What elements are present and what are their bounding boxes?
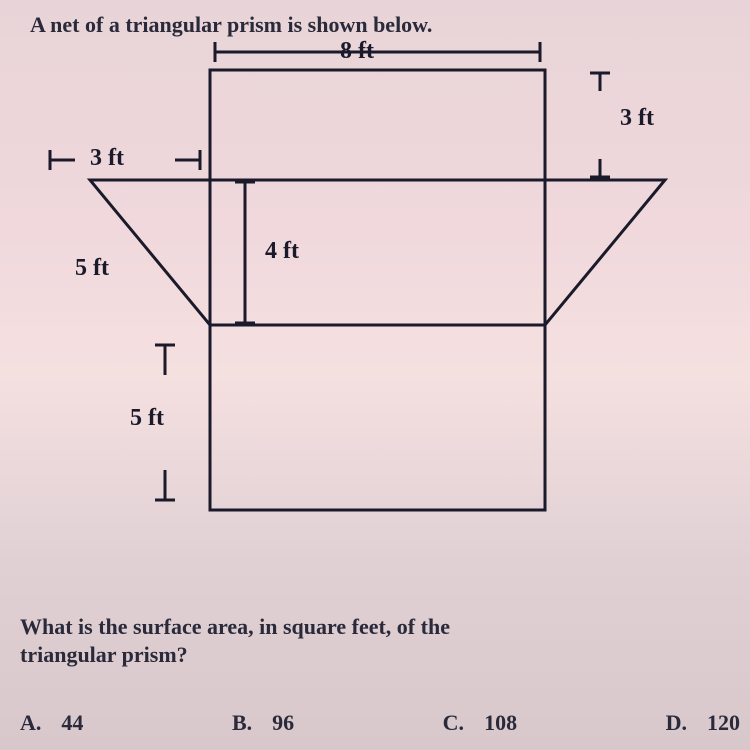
net-diagram: 8 ft 3 ft 3 ft 5 ft 4 ft 5 ft (0, 40, 750, 600)
label-top-width: 8 ft (340, 38, 374, 65)
question-bottom-line1: What is the surface area, in square feet… (20, 614, 450, 639)
choice-letter: D. (666, 710, 687, 736)
label-left-width: 3 ft (90, 145, 124, 172)
choice-value: 108 (484, 710, 517, 736)
label-right-height: 3 ft (620, 105, 654, 132)
choice-b: B. 96 (232, 710, 294, 736)
choice-value: 96 (272, 710, 294, 736)
choice-c: C. 108 (443, 710, 517, 736)
label-bottom-left-height: 5 ft (130, 405, 164, 432)
choice-value: 120 (707, 710, 740, 736)
label-left-tri-hyp: 5 ft (75, 255, 109, 282)
choice-letter: A. (20, 710, 41, 736)
answer-choices: A. 44 B. 96 C. 108 D. 120 (20, 710, 740, 736)
question-bottom: What is the surface area, in square feet… (20, 613, 730, 670)
choice-a: A. 44 (20, 710, 83, 736)
choice-letter: B. (232, 710, 252, 736)
choice-value: 44 (61, 710, 83, 736)
choice-d: D. 120 (666, 710, 740, 736)
label-mid-height: 4 ft (265, 238, 299, 265)
question-top: A net of a triangular prism is shown bel… (30, 12, 432, 38)
question-bottom-line2: triangular prism? (20, 642, 188, 667)
choice-letter: C. (443, 710, 464, 736)
